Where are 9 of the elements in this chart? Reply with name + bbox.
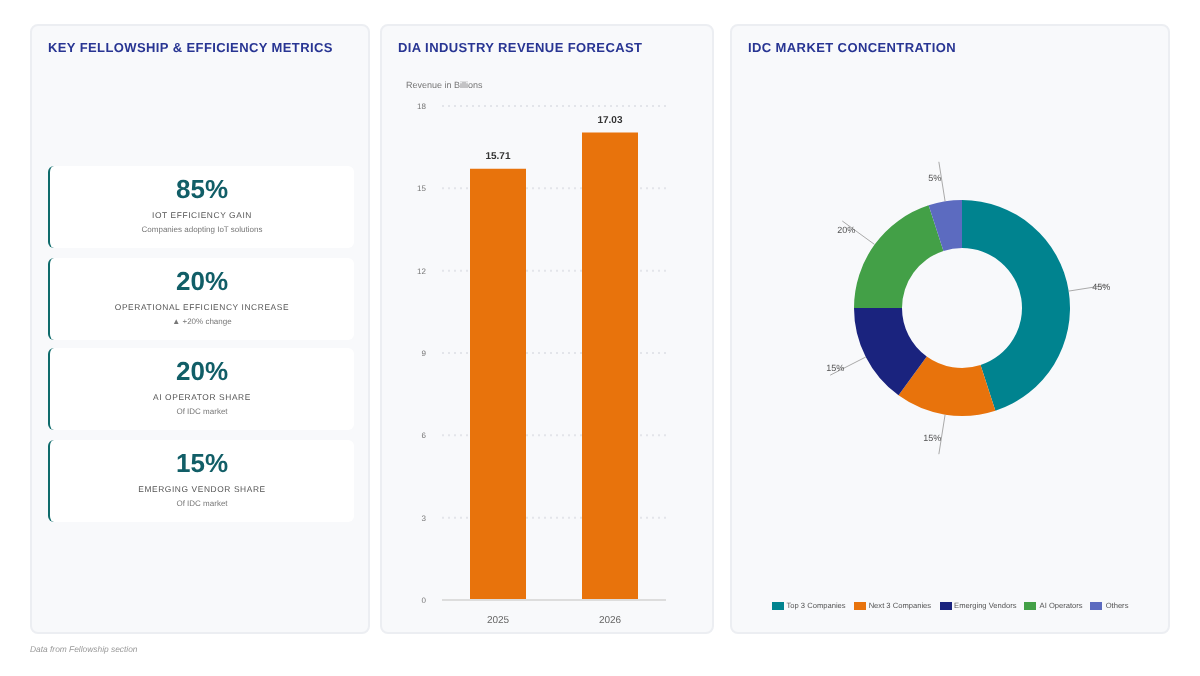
text: 15% [175, 447, 229, 477]
text: 85% [175, 174, 229, 204]
donut-slice [898, 356, 996, 416]
donut-slice [854, 205, 944, 308]
donut-slice [962, 200, 1070, 411]
donut-slice [928, 200, 962, 251]
donut-slice [854, 308, 927, 396]
text: 20% [175, 356, 229, 386]
text: 20% [175, 265, 229, 295]
